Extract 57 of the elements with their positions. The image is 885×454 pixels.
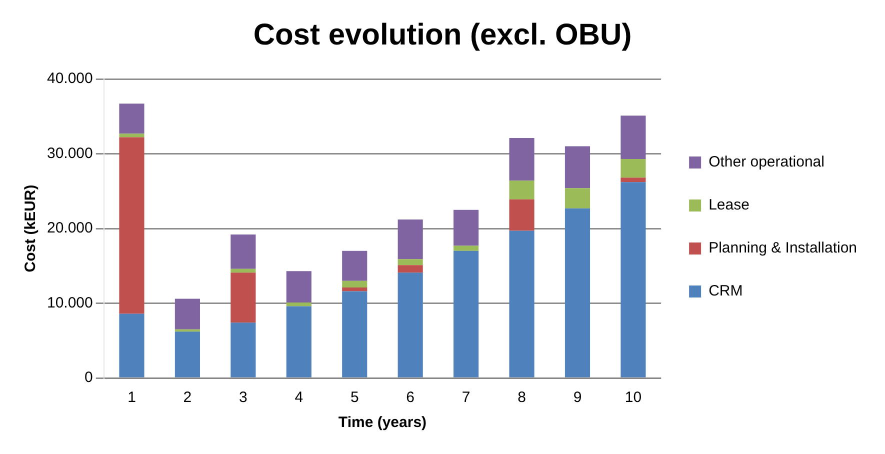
x-tick-label: 2 — [183, 389, 192, 406]
x-tick-label: 1 — [128, 389, 136, 406]
x-tick-label: 10 — [624, 389, 642, 406]
y-tick-label: 30.000 — [46, 144, 93, 162]
chart-title: Cost evolution (excl. OBU) — [253, 18, 632, 52]
bar — [342, 288, 368, 292]
bar — [342, 280, 368, 288]
x-tick-label: 3 — [239, 389, 248, 406]
bar — [509, 138, 534, 181]
bar — [286, 271, 312, 303]
bar — [564, 146, 590, 188]
bar — [509, 230, 534, 378]
x-tick-label: 7 — [462, 389, 470, 406]
bar — [286, 302, 312, 306]
bar — [620, 182, 646, 378]
x-tick-label: 6 — [406, 389, 415, 406]
bar — [119, 104, 144, 134]
bar — [398, 259, 423, 266]
bar — [564, 208, 590, 378]
bar — [119, 134, 144, 138]
bar — [119, 137, 144, 314]
bar — [174, 298, 200, 330]
bar — [620, 158, 646, 178]
bar — [286, 306, 312, 378]
y-tick-label: 0 — [84, 369, 93, 386]
legend-label: Lease — [708, 196, 750, 214]
x-axis-title: Time (years) — [338, 414, 427, 432]
x-tick-label: 8 — [518, 389, 526, 406]
x-tick-label: 5 — [350, 389, 359, 406]
bar — [398, 265, 423, 273]
legend-label: Other operational — [708, 154, 824, 171]
bar — [342, 291, 368, 378]
bar — [454, 250, 479, 378]
bar — [564, 188, 590, 208]
bar — [398, 220, 423, 260]
bar — [509, 180, 534, 200]
legend-label: CRM — [708, 282, 743, 300]
bar — [454, 246, 479, 251]
bar — [620, 116, 646, 159]
bar — [174, 332, 200, 378]
bar — [454, 210, 479, 246]
x-tick-label: 9 — [573, 389, 582, 406]
legend-label: Planning & Installation — [708, 240, 858, 257]
y-tick-label: 20.000 — [46, 220, 93, 237]
y-tick-label: 10.000 — [46, 294, 93, 312]
bar — [119, 314, 144, 378]
bar — [230, 234, 256, 269]
bar — [230, 268, 256, 273]
bar — [509, 199, 534, 231]
bar — [230, 322, 256, 378]
bar — [620, 178, 646, 182]
y-tick-label: 40.000 — [46, 70, 93, 88]
bar — [398, 272, 423, 378]
bar — [230, 272, 256, 323]
y-axis-title: Cost (kEUR) — [22, 184, 40, 272]
x-tick-label: 4 — [294, 389, 304, 406]
bar — [342, 250, 368, 281]
